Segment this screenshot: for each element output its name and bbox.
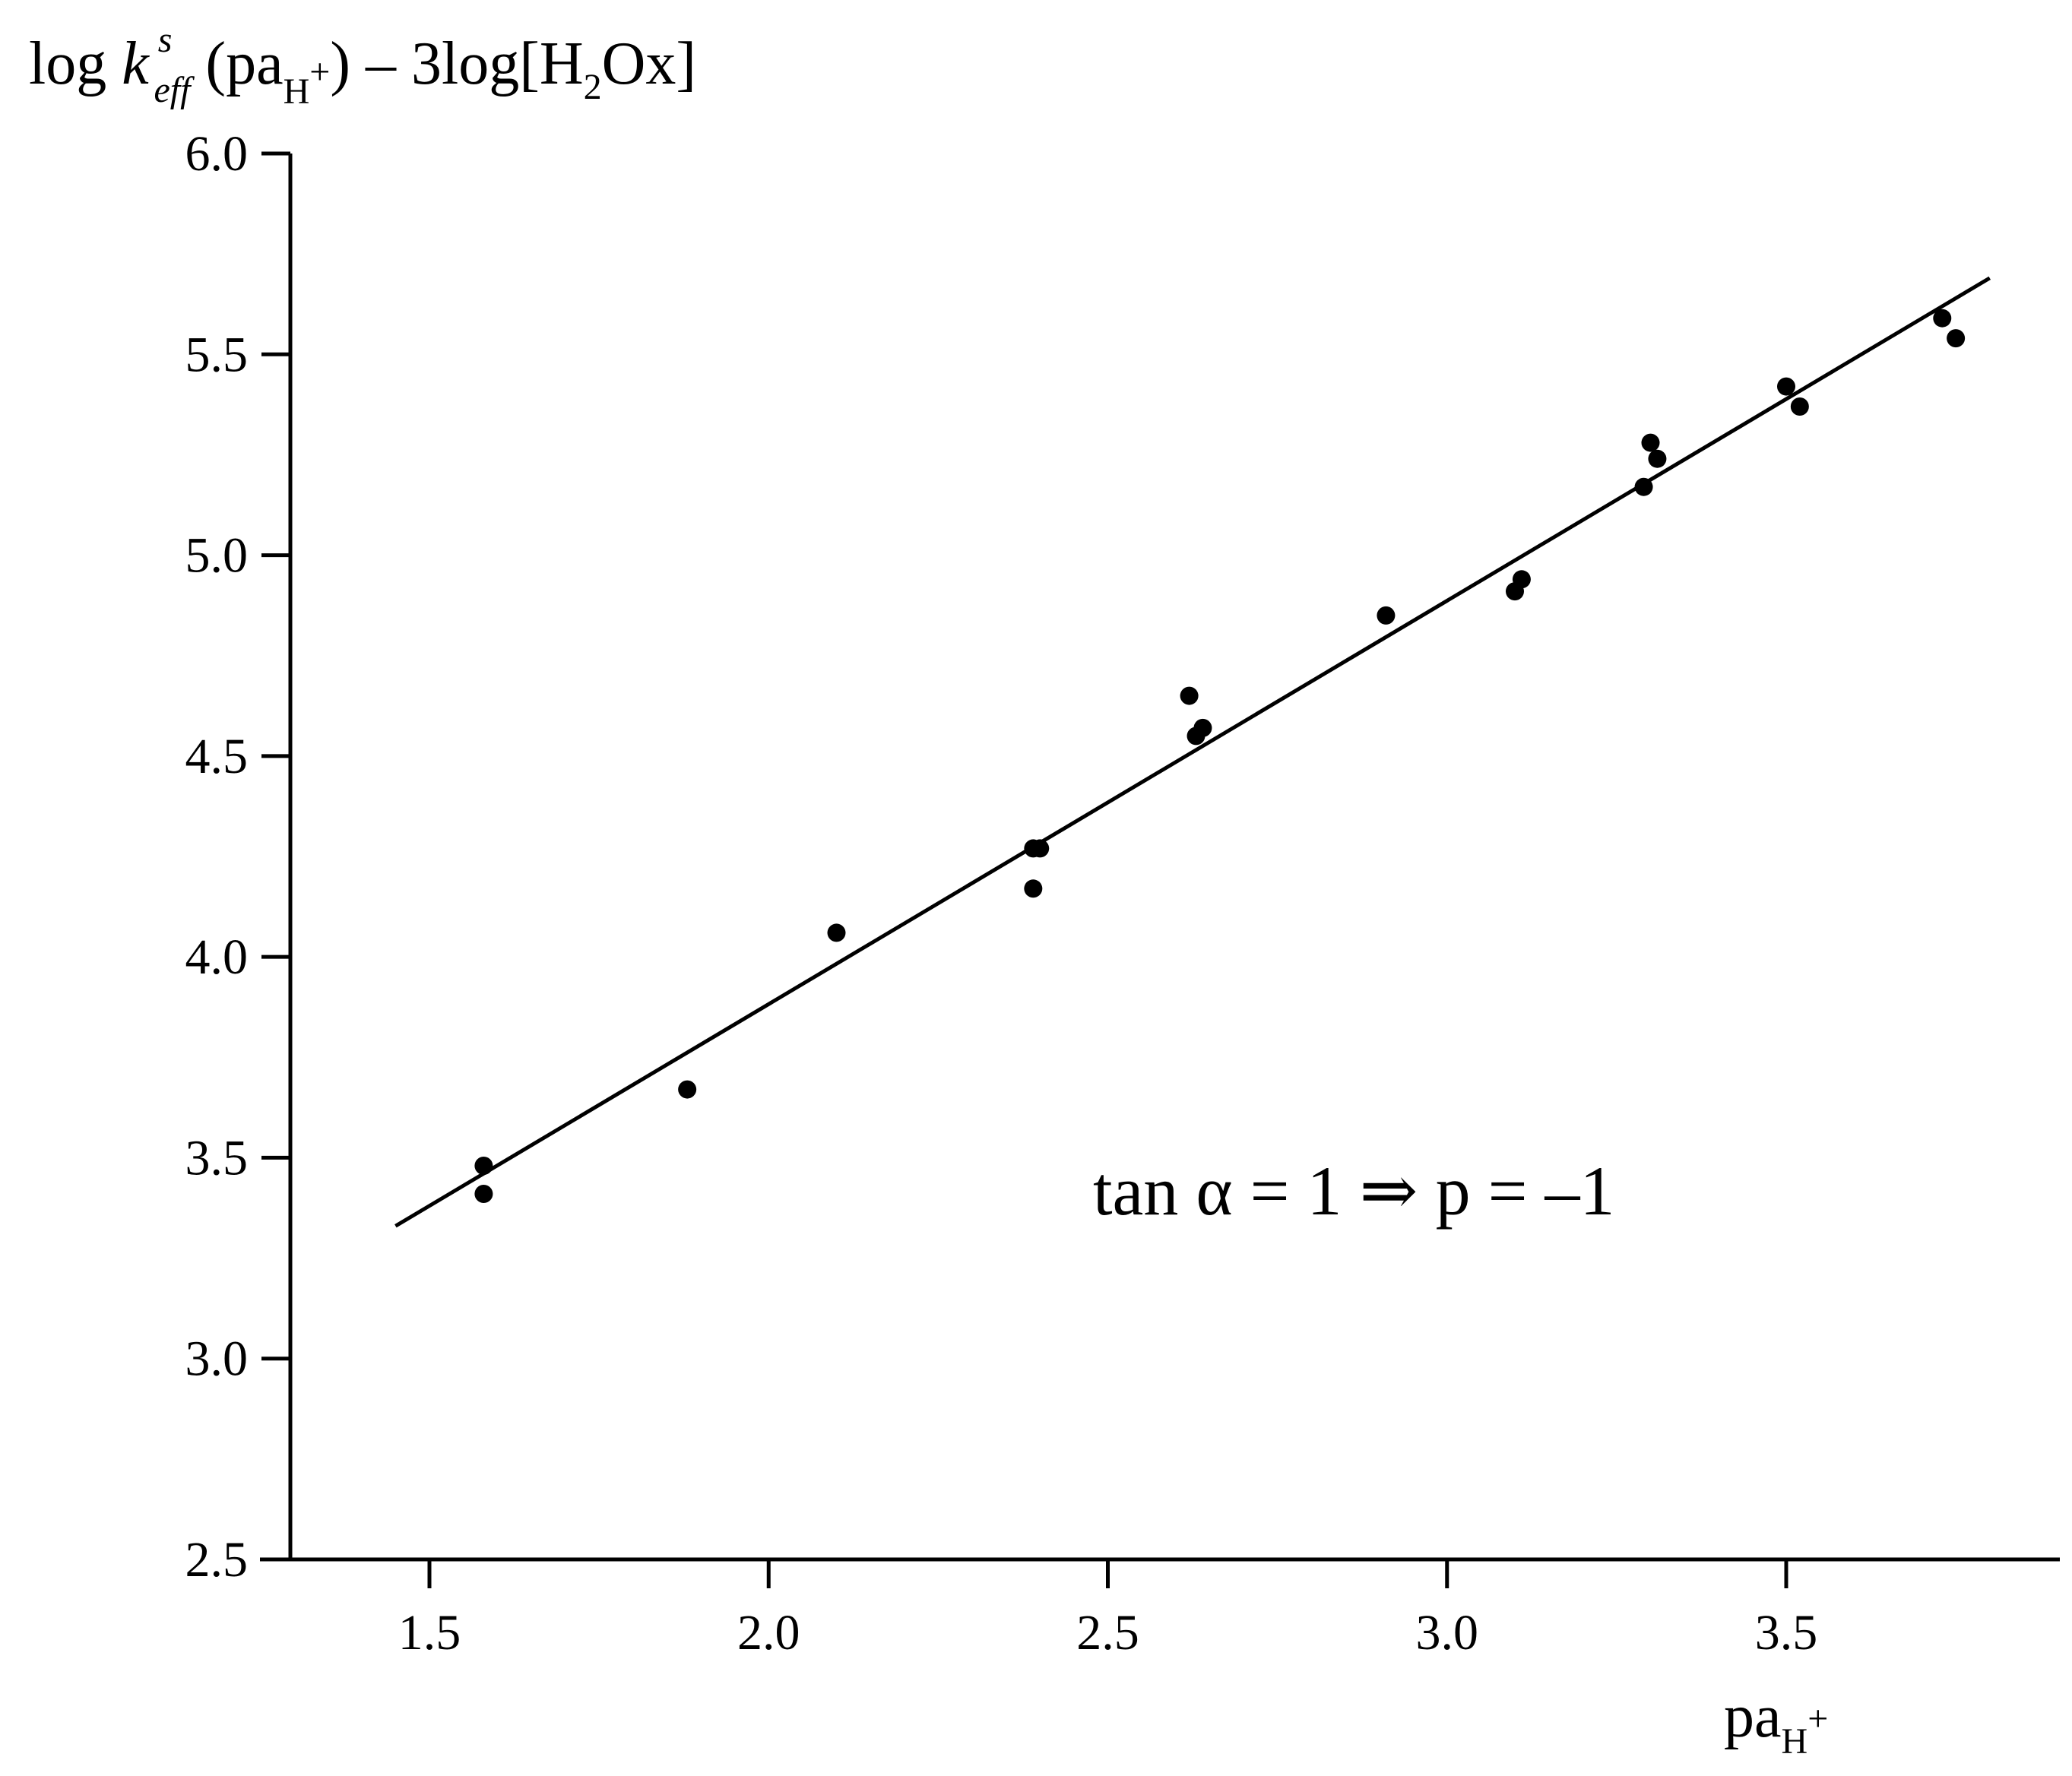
y-tick-label: 4.5 bbox=[185, 729, 249, 784]
x-title-plus: + bbox=[1807, 1698, 1828, 1739]
data-point bbox=[474, 1185, 493, 1203]
y-ticks: 2.5 3.0 3.5 4.0 4.5 5.0 5.5 6.0 bbox=[185, 126, 290, 1588]
x-tick-label: 2.0 bbox=[737, 1605, 800, 1660]
y-tick-label: 3.0 bbox=[185, 1331, 249, 1387]
x-title-sub-h: H bbox=[1782, 1721, 1808, 1762]
y-title-part: (pa bbox=[190, 30, 283, 97]
data-point bbox=[678, 1080, 697, 1099]
y-tick-label: 5.5 bbox=[185, 327, 249, 382]
x-tick-label: 1.5 bbox=[398, 1605, 461, 1660]
data-point bbox=[1933, 309, 1952, 328]
data-point bbox=[1777, 377, 1795, 396]
data-point bbox=[1947, 329, 1966, 348]
y-title-k: k bbox=[122, 30, 150, 97]
data-point bbox=[827, 923, 846, 942]
slope-annotation: tan α = 1 ⇒ p = –1 bbox=[1093, 1152, 1614, 1230]
x-axis-title: paH+ bbox=[1724, 1683, 1828, 1762]
axes bbox=[260, 154, 2060, 1562]
y-title-part: ) – 3log[H bbox=[330, 30, 583, 97]
data-point bbox=[474, 1157, 493, 1175]
y-title-sub-h: H bbox=[284, 71, 310, 112]
y-axis-title: log k s eff (paH+) – 3log[H2Ox] bbox=[29, 20, 696, 112]
data-points bbox=[474, 309, 1966, 1203]
x-ticks: 1.52.02.53.03.54.0 bbox=[398, 1559, 1818, 1660]
data-point bbox=[1377, 606, 1396, 625]
data-point bbox=[1634, 477, 1653, 496]
x-tick-label: 3.5 bbox=[1755, 1605, 1818, 1660]
y-tick-label: 3.5 bbox=[185, 1130, 249, 1186]
y-title-sup: s bbox=[158, 20, 173, 60]
data-point bbox=[1024, 879, 1043, 898]
data-point bbox=[1641, 433, 1660, 452]
y-title-part: Ox] bbox=[602, 30, 696, 97]
data-point bbox=[1512, 570, 1531, 589]
data-point bbox=[1180, 686, 1199, 705]
y-tick-label: 5.0 bbox=[185, 528, 249, 584]
y-tick-label: 4.0 bbox=[185, 929, 249, 985]
y-title-sub-eff: eff bbox=[154, 70, 195, 110]
x-tick-label: 3.0 bbox=[1416, 1605, 1479, 1660]
x-tick-label: 2.5 bbox=[1076, 1605, 1139, 1660]
data-point bbox=[1031, 839, 1050, 858]
y-title-sub-2: 2 bbox=[584, 67, 602, 107]
y-title-plus: + bbox=[309, 52, 330, 92]
data-point bbox=[1790, 397, 1809, 416]
fit-line bbox=[394, 276, 1991, 1228]
y-title-part: log bbox=[29, 30, 122, 97]
x-title-pa: pa bbox=[1724, 1683, 1782, 1750]
data-point bbox=[1648, 449, 1667, 468]
y-tick-label: 6.0 bbox=[185, 126, 249, 182]
data-point bbox=[1193, 718, 1212, 737]
y-tick-label: 2.5 bbox=[185, 1532, 249, 1588]
